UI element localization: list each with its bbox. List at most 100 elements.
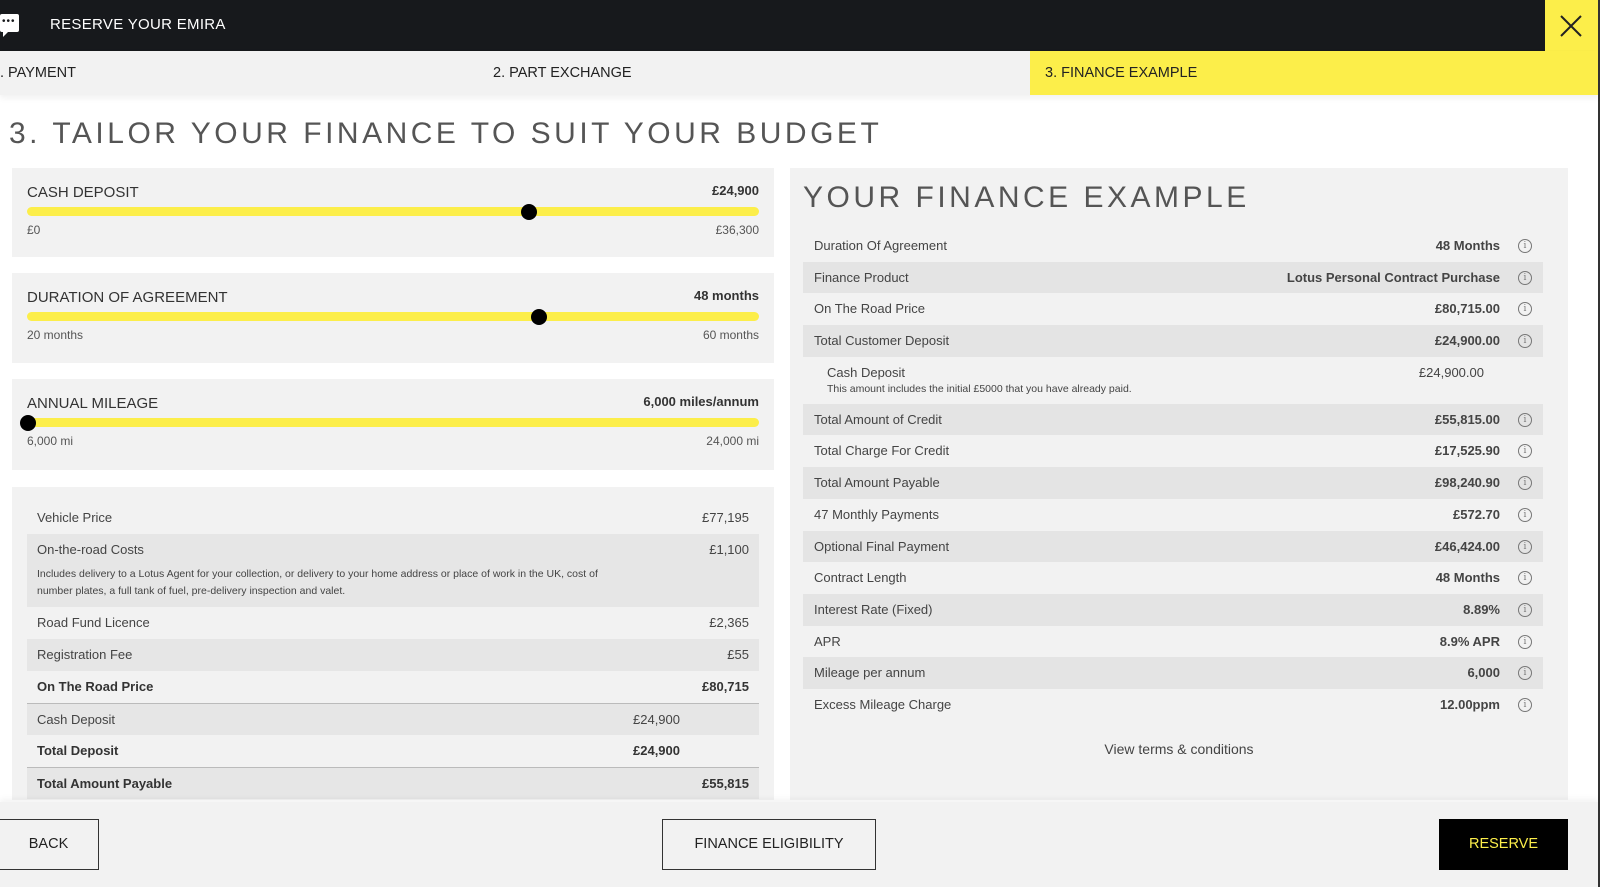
- step-tabs: . PAYMENT 2. PART EXCHANGE 3. FINANCE EX…: [0, 51, 1598, 95]
- info-icon[interactable]: i: [1518, 571, 1532, 586]
- finance-row: Mileage per annum 6,000 i: [803, 657, 1543, 689]
- page-title: 3. TAILOR YOUR FINANCE TO SUIT YOUR BUDG…: [9, 117, 883, 150]
- row-label: On The Road Price: [814, 301, 926, 317]
- finance-title: YOUR FINANCE EXAMPLE: [803, 181, 1250, 214]
- row-value: £572.70: [1453, 506, 1500, 522]
- row-value: £1,100: [709, 542, 749, 557]
- finance-row: Finance Product Lotus Personal Contract P…: [803, 261, 1543, 294]
- duration-slider[interactable]: [27, 309, 759, 325]
- row-label: Mileage per annum: [814, 665, 926, 681]
- cash-deposit-slider[interactable]: [27, 204, 759, 220]
- row-value: Lotus Personal Contract Purchase: [1286, 269, 1500, 285]
- finance-row: Optional Final Payment £46,424.00 i: [803, 530, 1543, 563]
- row-label: 47 Monthly Payments: [814, 506, 940, 522]
- breakdown-row: Total Deposit £24,900: [27, 735, 759, 767]
- row-value: £24,900.00: [1418, 364, 1484, 380]
- row-value: £46,424.00: [1434, 538, 1500, 554]
- finance-row: Excess Mileage Charge 12.00ppm i: [803, 689, 1543, 721]
- row-value: £55: [727, 647, 749, 662]
- info-icon[interactable]: i: [1518, 634, 1532, 649]
- window-edge: [1598, 0, 1600, 887]
- back-button[interactable]: BACK: [0, 819, 99, 870]
- row-label: Total Amount Payable: [814, 475, 940, 491]
- tab-payment[interactable]: . PAYMENT: [0, 65, 76, 81]
- breakdown-row: Total Amount Payable £55,815: [27, 767, 759, 799]
- row-label: Total Customer Deposit: [814, 333, 950, 349]
- slider-min: 6,000 mi: [27, 434, 74, 448]
- slider-thumb[interactable]: [20, 415, 36, 431]
- info-icon[interactable]: i: [1518, 666, 1532, 681]
- footer: BACK FINANCE ELIGIBILITY RESERVE: [0, 802, 1598, 887]
- row-value: 8.89%: [1463, 601, 1500, 617]
- mileage-slider-panel: ANNUAL MILEAGE 6,000 miles/annum 6,000 m…: [12, 379, 774, 470]
- info-icon[interactable]: i: [1518, 539, 1532, 554]
- row-label: Excess Mileage Charge: [814, 696, 952, 712]
- slider-thumb[interactable]: [521, 204, 538, 220]
- info-icon[interactable]: i: [1518, 697, 1532, 712]
- slider-label: DURATION OF AGREEMENT: [27, 289, 228, 306]
- finance-row: 47 Monthly Payments £572.70 i: [803, 499, 1543, 531]
- tab-finance-example[interactable]: 3. FINANCE EXAMPLE: [1030, 51, 1598, 95]
- row-label: Total Amount Payable: [37, 776, 173, 791]
- row-label: Cash Deposit: [827, 364, 906, 380]
- top-bar: ••• RESERVE YOUR EMIRA: [0, 0, 1545, 51]
- breakdown-row: Vehicle Price £77,195: [27, 502, 759, 534]
- row-label: On-the-road Costs: [37, 542, 144, 557]
- breakdown-row: Registration Fee £55: [27, 639, 759, 671]
- row-value: £24,900: [633, 743, 680, 758]
- chat-bubble-icon[interactable]: •••: [0, 14, 19, 37]
- row-label: APR: [814, 633, 841, 649]
- row-label: Total Amount of Credit: [814, 411, 942, 427]
- tab-part-exchange[interactable]: 2. PART EXCHANGE: [493, 65, 632, 81]
- slider-label: CASH DEPOSIT: [27, 184, 139, 201]
- row-label: Interest Rate (Fixed): [814, 601, 933, 617]
- slider-max: £36,300: [715, 223, 759, 237]
- finance-row: Total Amount Payable £98,240.90 i: [803, 467, 1543, 499]
- breakdown-row: On The Road Price £80,715: [27, 671, 759, 703]
- info-icon[interactable]: i: [1518, 476, 1532, 491]
- info-icon[interactable]: i: [1518, 270, 1532, 285]
- slider-min: 20 months: [27, 328, 84, 342]
- mileage-slider[interactable]: [20, 415, 759, 431]
- row-label: Road Fund Licence: [37, 615, 150, 630]
- info-icon[interactable]: i: [1518, 334, 1532, 349]
- row-value: £55,815.00: [1434, 411, 1500, 427]
- app-title: RESERVE YOUR EMIRA: [50, 16, 226, 33]
- info-icon[interactable]: i: [1518, 507, 1532, 522]
- info-icon[interactable]: i: [1518, 412, 1532, 427]
- row-value: £2,365: [709, 615, 749, 630]
- row-label: Optional Final Payment: [814, 538, 950, 554]
- reserve-button[interactable]: RESERVE: [1439, 819, 1568, 870]
- row-value: 6,000: [1467, 665, 1500, 681]
- row-value: £77,195: [702, 510, 749, 525]
- info-icon[interactable]: i: [1518, 239, 1532, 253]
- row-label: Total Charge For Credit: [814, 443, 950, 459]
- row-value: £17,525.90: [1434, 443, 1500, 459]
- row-value: £80,715.00: [1434, 301, 1500, 317]
- slider-value: £24,900: [712, 183, 759, 198]
- row-label: Cash Deposit: [37, 712, 116, 727]
- finance-row: Cash Deposit £24,900.00 This amount includ…: [803, 357, 1543, 404]
- slider-thumb[interactable]: [531, 309, 548, 325]
- terms-link[interactable]: View terms & conditions: [1104, 741, 1254, 757]
- row-label: Finance Product: [814, 269, 909, 285]
- breakdown-row: Road Fund Licence £2,365: [27, 607, 759, 639]
- info-icon[interactable]: i: [1518, 602, 1532, 617]
- info-icon[interactable]: i: [1518, 444, 1532, 459]
- breakdown-row: On-the-road Costs £1,100 Includes delivery…: [27, 534, 759, 607]
- breakdown-row: Cash Deposit £24,900: [27, 703, 759, 735]
- row-label: Vehicle Price: [37, 510, 113, 525]
- info-icon[interactable]: i: [1518, 302, 1532, 317]
- row-value: £55,815: [702, 776, 749, 791]
- row-value: £98,240.90: [1434, 475, 1500, 491]
- close-icon: [1560, 15, 1582, 37]
- cash-deposit-slider-panel: CASH DEPOSIT £24,900 £0 £36,300: [12, 168, 774, 257]
- row-value: £24,900: [633, 712, 680, 727]
- price-breakdown: Vehicle Price £77,195 On-the-road Costs £1…: [12, 487, 774, 800]
- duration-slider-panel: DURATION OF AGREEMENT 48 months 20 month…: [12, 273, 774, 363]
- row-label: On The Road Price: [37, 679, 154, 694]
- row-label: Registration Fee: [37, 647, 133, 662]
- slider-label: ANNUAL MILEAGE: [27, 395, 159, 412]
- finance-eligibility-button[interactable]: FINANCE ELIGIBILITY: [662, 819, 876, 870]
- row-label: Total Deposit: [37, 743, 119, 758]
